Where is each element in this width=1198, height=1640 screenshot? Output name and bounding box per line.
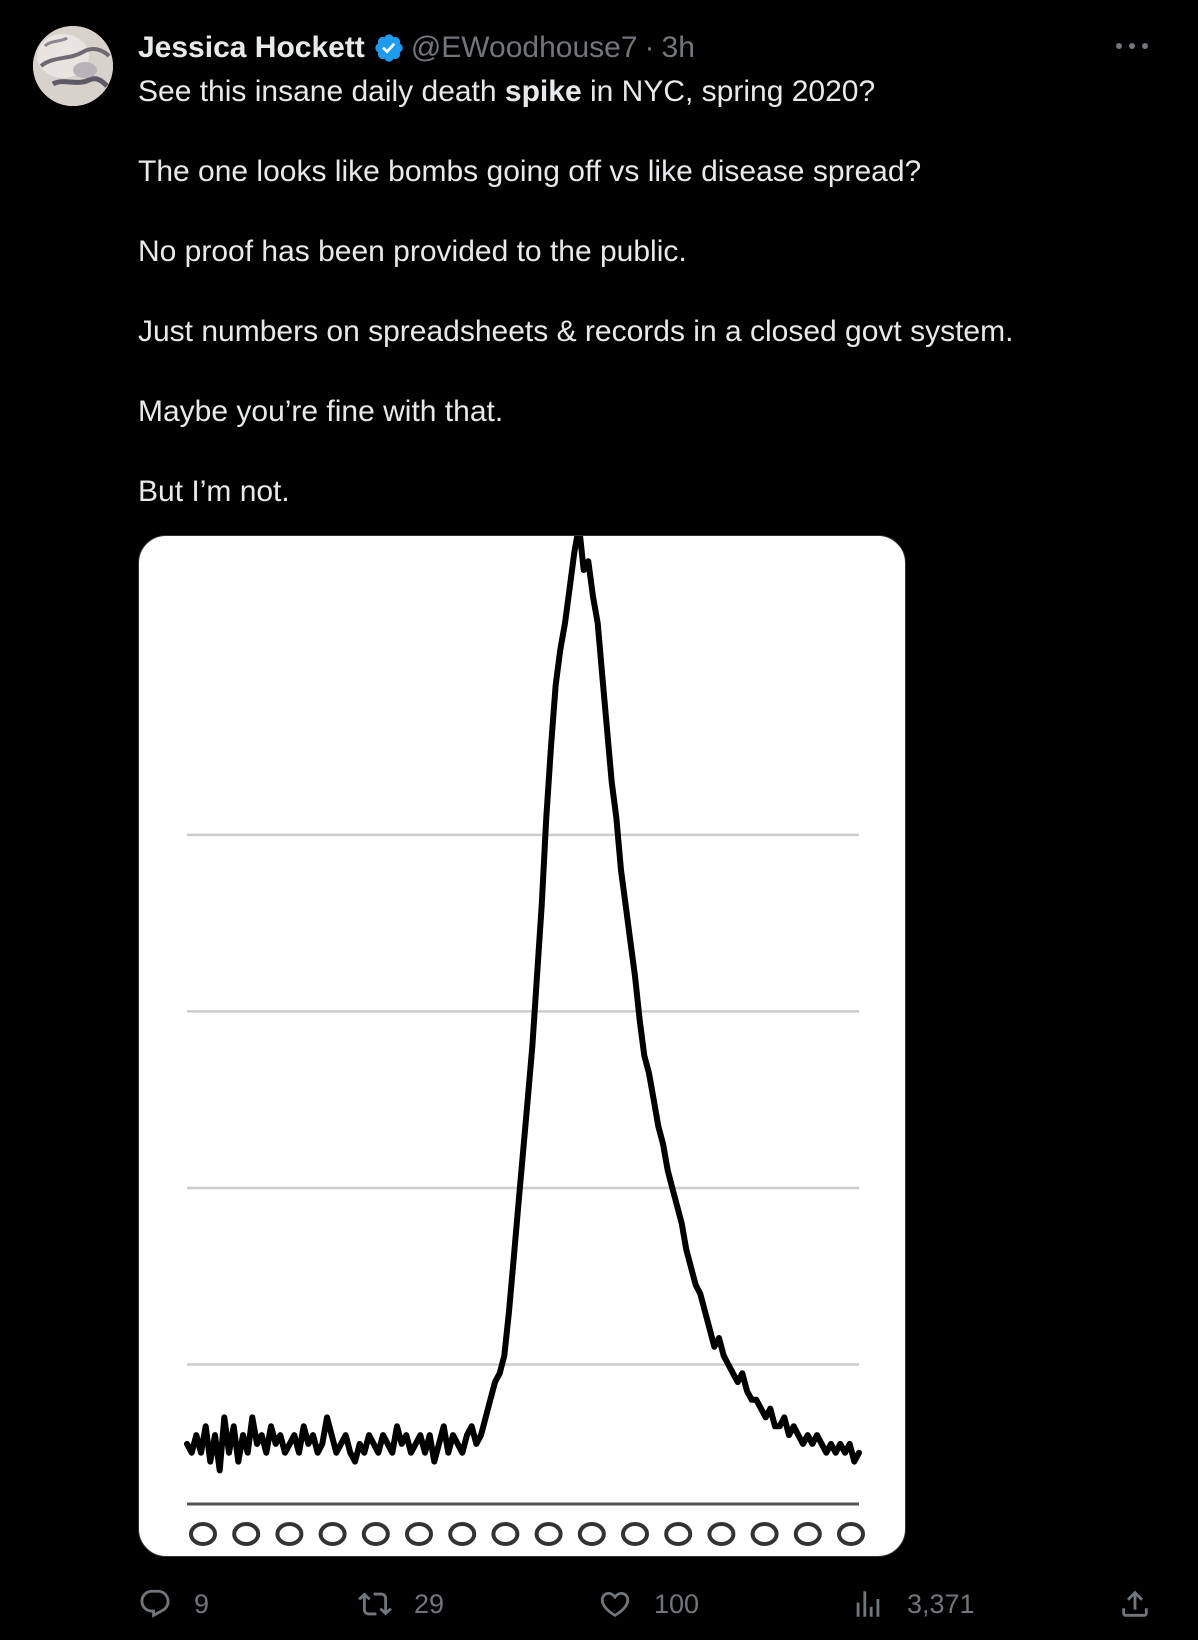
views-chart-icon bbox=[856, 1591, 880, 1617]
retweet-count: 29 bbox=[414, 1588, 445, 1619]
avatar[interactable] bbox=[33, 26, 113, 106]
share-button[interactable] bbox=[1118, 1582, 1152, 1626]
retweet-icon bbox=[358, 1592, 392, 1616]
line-chart bbox=[184, 536, 865, 1546]
x-tick-label bbox=[793, 1522, 822, 1546]
tweet-header: Jessica Hockett @EWoodhouse7 · 3h bbox=[138, 30, 695, 66]
more-options-icon[interactable] bbox=[1116, 36, 1148, 56]
x-tick-label bbox=[448, 1522, 477, 1546]
share-icon bbox=[1122, 1590, 1148, 1617]
x-tick-label bbox=[750, 1522, 779, 1546]
x-tick-label bbox=[837, 1522, 865, 1546]
x-tick-label bbox=[491, 1522, 520, 1546]
avatar-image bbox=[33, 26, 113, 106]
x-tick-label bbox=[577, 1522, 606, 1546]
action-bar: 9 29 100 3,371 bbox=[138, 1582, 1158, 1626]
tweet-paragraph-4: Just numbers on spreadsheets & records i… bbox=[138, 315, 1014, 348]
tweet-paragraph-2: The one looks like bombs going off vs li… bbox=[138, 155, 922, 188]
series-line bbox=[184, 536, 862, 1474]
display-name[interactable]: Jessica Hockett bbox=[138, 31, 365, 64]
tweet-paragraph-6: But I’m not. bbox=[138, 475, 290, 508]
views-button[interactable]: 3,371 bbox=[851, 1582, 975, 1626]
tweet-media-chart[interactable] bbox=[138, 535, 906, 1557]
x-tick-label bbox=[318, 1522, 347, 1546]
x-tick-label bbox=[232, 1522, 261, 1546]
handle[interactable]: @EWoodhouse7 bbox=[410, 31, 638, 64]
tweet-text: See this insane daily death spike in NYC… bbox=[138, 72, 1088, 512]
like-count: 100 bbox=[654, 1588, 700, 1619]
verified-badge-icon[interactable] bbox=[373, 32, 405, 64]
like-button[interactable]: 100 bbox=[598, 1582, 699, 1626]
retweet-button[interactable]: 29 bbox=[358, 1582, 444, 1626]
x-tick-label bbox=[534, 1522, 563, 1546]
timestamp[interactable]: 3h bbox=[661, 31, 695, 64]
x-tick-label bbox=[405, 1522, 433, 1546]
reply-button[interactable]: 9 bbox=[138, 1582, 209, 1626]
reply-icon bbox=[140, 1589, 170, 1618]
tweet-paragraph-1: See this insane daily death spike in NYC… bbox=[138, 75, 876, 108]
x-tick-label bbox=[621, 1522, 649, 1546]
x-tick-label bbox=[361, 1522, 390, 1546]
tweet-paragraph-5: Maybe you’re fine with that. bbox=[138, 395, 504, 428]
tweet-paragraph-3: No proof has been provided to the public… bbox=[138, 235, 687, 268]
x-tick-label bbox=[664, 1522, 693, 1546]
reply-count: 9 bbox=[194, 1588, 210, 1619]
view-count: 3,371 bbox=[907, 1588, 975, 1619]
x-tick-label bbox=[275, 1522, 304, 1546]
bold-keyword: spike bbox=[504, 75, 582, 108]
separator: · bbox=[644, 31, 655, 64]
heart-icon bbox=[600, 1591, 630, 1617]
x-tick-label bbox=[189, 1522, 217, 1546]
x-tick-label bbox=[707, 1522, 736, 1546]
